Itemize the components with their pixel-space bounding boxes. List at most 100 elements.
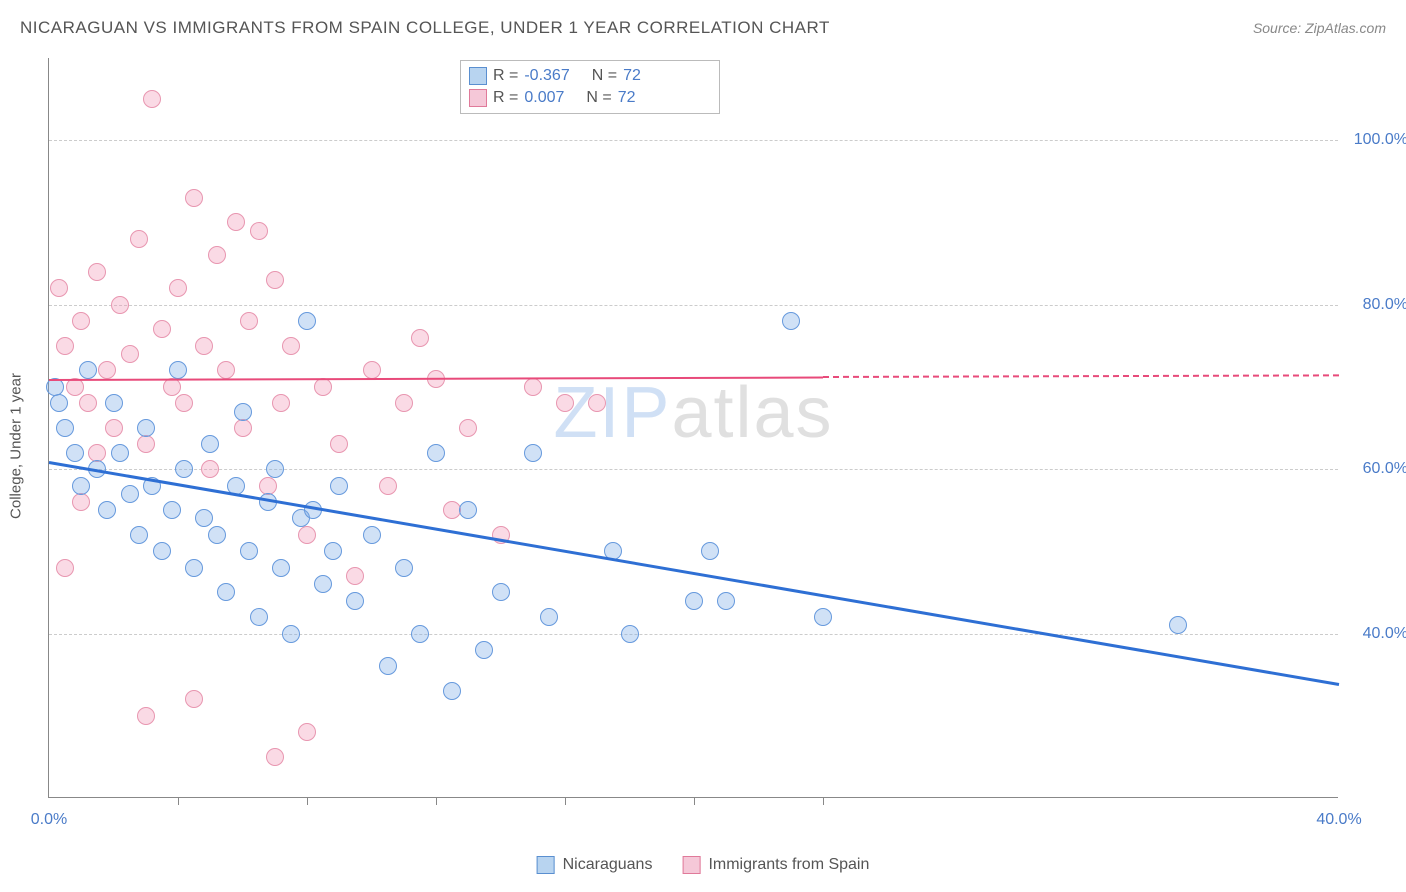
scatter-point xyxy=(79,394,97,412)
plot-area: ZIPatlas 40.0%60.0%80.0%100.0%0.0%40.0% xyxy=(48,58,1338,798)
legend-n-label: N = xyxy=(592,67,617,85)
scatter-point xyxy=(79,361,97,379)
scatter-point xyxy=(240,312,258,330)
scatter-point xyxy=(143,90,161,108)
scatter-point xyxy=(282,625,300,643)
scatter-point xyxy=(195,337,213,355)
scatter-point xyxy=(330,435,348,453)
scatter-point xyxy=(266,271,284,289)
scatter-point xyxy=(524,378,542,396)
scatter-point xyxy=(50,279,68,297)
y-tick-label: 100.0% xyxy=(1354,131,1406,149)
legend-n-value: 72 xyxy=(623,67,641,85)
scatter-point xyxy=(782,312,800,330)
watermark-zip: ZIP xyxy=(553,373,671,453)
scatter-point xyxy=(111,296,129,314)
scatter-point xyxy=(475,641,493,659)
scatter-point xyxy=(56,559,74,577)
scatter-point xyxy=(175,460,193,478)
scatter-point xyxy=(717,592,735,610)
legend-swatch xyxy=(537,856,555,874)
legend-r-label: R = xyxy=(493,67,518,85)
scatter-point xyxy=(314,378,332,396)
legend-swatch xyxy=(469,89,487,107)
scatter-point xyxy=(814,608,832,626)
scatter-point xyxy=(121,485,139,503)
scatter-point xyxy=(153,542,171,560)
x-tick xyxy=(436,797,437,805)
scatter-point xyxy=(459,501,477,519)
scatter-point xyxy=(272,394,290,412)
scatter-point xyxy=(72,312,90,330)
scatter-point xyxy=(88,444,106,462)
scatter-point xyxy=(492,583,510,601)
scatter-point xyxy=(56,337,74,355)
scatter-point xyxy=(56,419,74,437)
scatter-point xyxy=(540,608,558,626)
scatter-point xyxy=(259,477,277,495)
legend-swatch xyxy=(682,856,700,874)
x-tick xyxy=(694,797,695,805)
scatter-point xyxy=(137,419,155,437)
series-legend: Nicaraguans Immigrants from Spain xyxy=(537,856,870,874)
scatter-point xyxy=(163,501,181,519)
scatter-point xyxy=(427,444,445,462)
scatter-point xyxy=(266,460,284,478)
scatter-point xyxy=(169,361,187,379)
scatter-point xyxy=(153,320,171,338)
scatter-point xyxy=(395,559,413,577)
legend-item: Immigrants from Spain xyxy=(682,856,869,874)
scatter-point xyxy=(411,625,429,643)
scatter-point xyxy=(227,213,245,231)
grid-line xyxy=(49,469,1338,470)
scatter-point xyxy=(195,509,213,527)
scatter-point xyxy=(701,542,719,560)
scatter-point xyxy=(201,460,219,478)
scatter-point xyxy=(314,575,332,593)
x-tick xyxy=(178,797,179,805)
scatter-point xyxy=(459,419,477,437)
scatter-point xyxy=(169,279,187,297)
scatter-point xyxy=(217,361,235,379)
grid-line xyxy=(49,305,1338,306)
scatter-point xyxy=(130,526,148,544)
scatter-point xyxy=(298,723,316,741)
scatter-point xyxy=(346,592,364,610)
scatter-point xyxy=(363,526,381,544)
scatter-point xyxy=(298,312,316,330)
scatter-point xyxy=(111,444,129,462)
scatter-point xyxy=(411,329,429,347)
scatter-point xyxy=(105,394,123,412)
scatter-point xyxy=(130,230,148,248)
scatter-point xyxy=(588,394,606,412)
legend-row: R =-0.367N =72 xyxy=(469,65,711,87)
legend-label: Nicaraguans xyxy=(563,856,653,874)
source-prefix: Source: xyxy=(1253,20,1305,36)
scatter-point xyxy=(240,542,258,560)
scatter-point xyxy=(556,394,574,412)
scatter-point xyxy=(685,592,703,610)
scatter-point xyxy=(234,403,252,421)
scatter-point xyxy=(175,394,193,412)
source-name: ZipAtlas.com xyxy=(1305,20,1386,36)
legend-n-value: 72 xyxy=(618,89,636,107)
scatter-point xyxy=(88,263,106,281)
y-tick-label: 80.0% xyxy=(1363,296,1406,314)
scatter-point xyxy=(50,394,68,412)
scatter-point xyxy=(201,435,219,453)
grid-line xyxy=(49,140,1338,141)
legend-label: Immigrants from Spain xyxy=(708,856,869,874)
scatter-point xyxy=(282,337,300,355)
source-attribution: Source: ZipAtlas.com xyxy=(1253,20,1386,36)
scatter-point xyxy=(72,493,90,511)
scatter-point xyxy=(185,690,203,708)
x-tick xyxy=(565,797,566,805)
scatter-point xyxy=(105,419,123,437)
watermark-atlas: atlas xyxy=(671,373,833,453)
scatter-point xyxy=(524,444,542,462)
scatter-point xyxy=(621,625,639,643)
scatter-point xyxy=(324,542,342,560)
scatter-point xyxy=(298,526,316,544)
scatter-point xyxy=(379,657,397,675)
scatter-point xyxy=(98,501,116,519)
